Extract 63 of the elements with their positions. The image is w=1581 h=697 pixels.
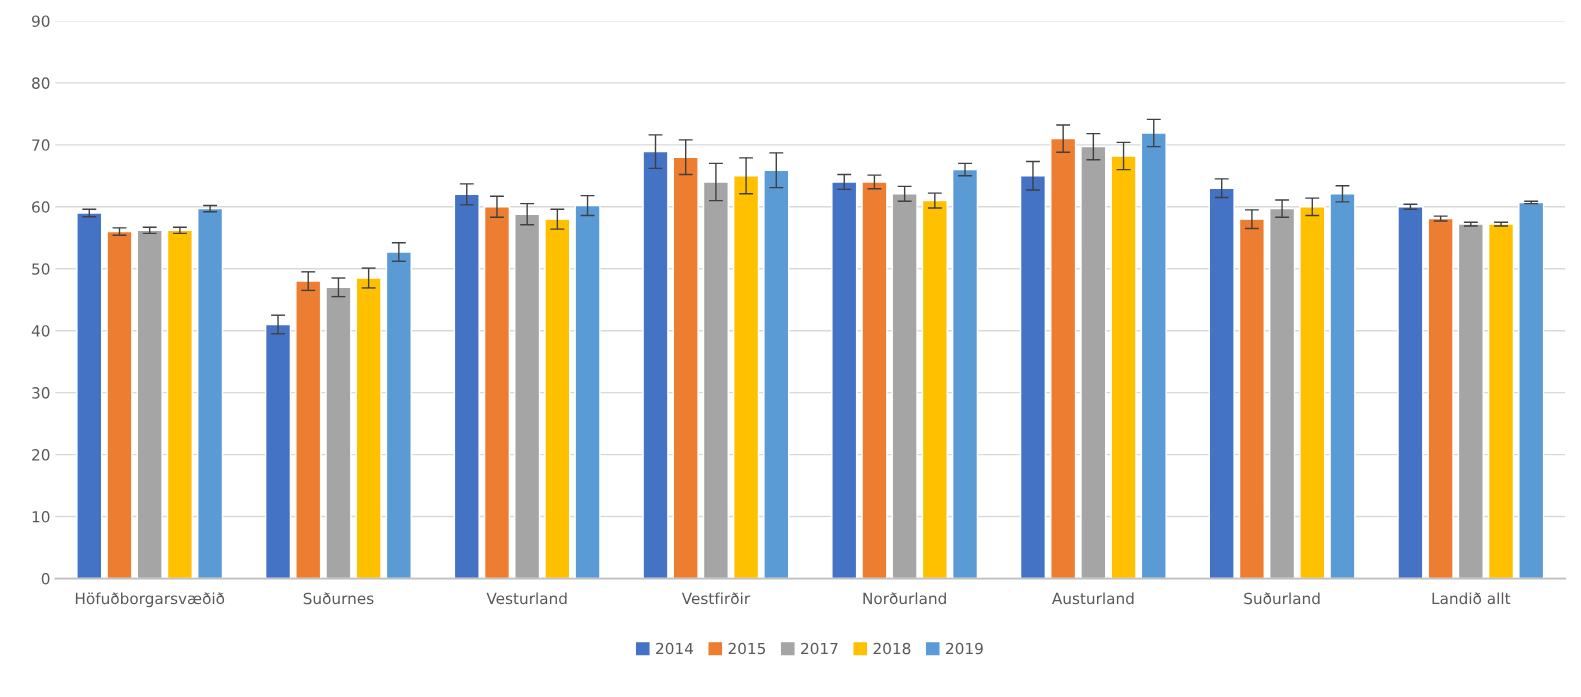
bar bbox=[1140, 132, 1167, 579]
bar bbox=[1427, 217, 1454, 579]
x-tick-label: Norðurland bbox=[863, 592, 946, 605]
legend-label: 2018 bbox=[873, 642, 911, 655]
y-tick-label: 10 bbox=[32, 511, 50, 523]
bar bbox=[385, 251, 412, 579]
bar bbox=[861, 181, 888, 579]
bar bbox=[1299, 206, 1326, 579]
y-tick-label: 40 bbox=[31, 325, 50, 337]
bar bbox=[136, 229, 163, 579]
bar bbox=[672, 156, 699, 579]
bar bbox=[891, 193, 918, 579]
x-tick-label: Höfuðborgarsvæðið bbox=[75, 592, 225, 608]
legend-label: 2019 bbox=[946, 642, 983, 655]
y-tick-label: 0 bbox=[41, 572, 50, 585]
y-tick-label: 90 bbox=[31, 15, 50, 27]
y-tick-label: 80 bbox=[32, 77, 50, 89]
legend-label: 2017 bbox=[801, 642, 838, 655]
bar bbox=[514, 213, 541, 579]
bar bbox=[166, 229, 193, 579]
bar bbox=[1080, 145, 1107, 579]
x-tick-label: Vesturland bbox=[486, 592, 567, 605]
x-tick-label: Suðurnes bbox=[303, 592, 374, 605]
bar bbox=[921, 199, 948, 579]
bar bbox=[106, 230, 133, 579]
bar bbox=[702, 181, 729, 579]
bar bbox=[483, 206, 511, 579]
y-tick-label: 60 bbox=[32, 201, 50, 213]
bar bbox=[1329, 193, 1356, 579]
bar bbox=[1397, 206, 1424, 579]
x-tick-label: Landið allt bbox=[1432, 592, 1511, 605]
bar bbox=[1518, 201, 1545, 579]
legend-label: 2015 bbox=[728, 642, 766, 655]
x-tick-label: Austurland bbox=[1051, 592, 1134, 605]
x-tick-label: Suðurland bbox=[1244, 592, 1320, 605]
bar bbox=[951, 168, 979, 579]
bar bbox=[544, 218, 571, 579]
bar bbox=[763, 169, 790, 579]
bar bbox=[574, 204, 601, 579]
bar bbox=[642, 150, 669, 579]
bar bbox=[1269, 207, 1296, 579]
y-tick-label: 50 bbox=[32, 263, 50, 275]
bar bbox=[264, 323, 292, 579]
bar bbox=[453, 193, 480, 579]
bar bbox=[295, 280, 322, 579]
bar bbox=[733, 175, 760, 579]
bar bbox=[1457, 223, 1484, 579]
bar bbox=[355, 277, 382, 579]
bar bbox=[1050, 137, 1077, 579]
legend-label: 2014 bbox=[656, 642, 694, 655]
bar bbox=[197, 207, 224, 579]
y-tick-label: 70 bbox=[32, 139, 50, 151]
bar bbox=[325, 286, 352, 579]
y-tick-label: 30 bbox=[32, 387, 50, 399]
bar bbox=[76, 212, 103, 579]
bar bbox=[1487, 223, 1515, 579]
bar bbox=[1110, 155, 1137, 579]
bar bbox=[1019, 175, 1047, 579]
x-tick-label: Vestfirðir bbox=[681, 592, 751, 605]
bar bbox=[831, 181, 858, 579]
y-tick-label: 20 bbox=[32, 449, 50, 461]
bar bbox=[1208, 187, 1235, 579]
bar bbox=[1238, 218, 1265, 579]
